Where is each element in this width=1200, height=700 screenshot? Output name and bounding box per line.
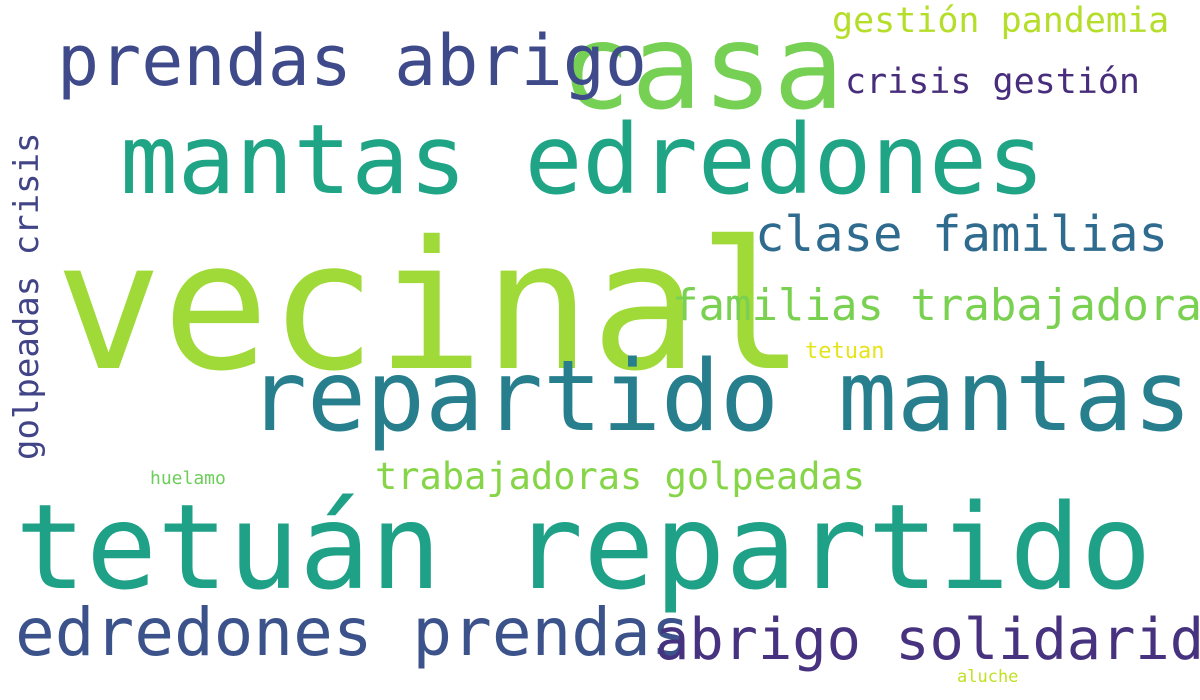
word-golpeadas-crisis: golpeadas crisis xyxy=(7,132,47,460)
word-crisis-gestion: crisis gestión xyxy=(845,62,1141,102)
word-casa: casa xyxy=(560,0,845,136)
word-gestion-pandemia: gestión pandemia xyxy=(832,1,1170,41)
word-aluche: aluche xyxy=(957,667,1019,687)
word-familias-trabajadoras: familias trabajadoras xyxy=(672,280,1200,331)
word-prendas-abrigo: prendas abrigo xyxy=(57,20,648,102)
word-tetuan: tetuan xyxy=(805,339,885,364)
word-vecinal: vecinal xyxy=(55,203,806,410)
word-trabajadoras-golpeadas: trabajadoras golpeadas xyxy=(375,455,866,498)
word-repartido-mantas: repartido mantas xyxy=(248,340,1193,454)
word-huelamo: huelamo xyxy=(150,468,226,489)
word-abrigo-solidaridad: abrigo solidaridad xyxy=(655,607,1200,673)
word-tetuan-repartido: tetuán repartido xyxy=(15,478,1152,616)
word-edredones-prendas: edredones prendas xyxy=(15,594,691,671)
word-clase-familias: clase familias xyxy=(755,206,1169,263)
word-mantas-edredones: mantas edredones xyxy=(120,104,1045,216)
